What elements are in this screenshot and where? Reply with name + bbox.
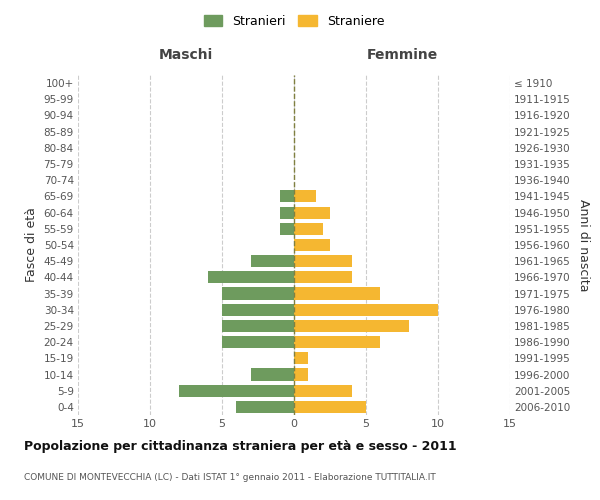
Bar <box>294 255 352 268</box>
Legend: Stranieri, Straniere: Stranieri, Straniere <box>200 11 388 32</box>
Bar <box>251 255 294 268</box>
Y-axis label: Fasce di età: Fasce di età <box>25 208 38 282</box>
Bar <box>294 222 323 235</box>
Bar <box>294 401 366 413</box>
Bar <box>294 272 352 283</box>
Bar <box>236 401 294 413</box>
Bar <box>280 190 294 202</box>
Bar <box>280 222 294 235</box>
Bar <box>294 336 380 348</box>
Bar <box>294 288 380 300</box>
Bar <box>208 272 294 283</box>
Bar <box>179 384 294 397</box>
Bar <box>294 206 330 218</box>
Text: Maschi: Maschi <box>159 48 213 62</box>
Bar <box>222 320 294 332</box>
Text: COMUNE DI MONTEVECCHIA (LC) - Dati ISTAT 1° gennaio 2011 - Elaborazione TUTTITAL: COMUNE DI MONTEVECCHIA (LC) - Dati ISTAT… <box>24 473 436 482</box>
Bar <box>222 304 294 316</box>
Bar <box>294 368 308 380</box>
Bar <box>294 320 409 332</box>
Bar <box>294 384 352 397</box>
Bar <box>222 288 294 300</box>
Bar <box>294 190 316 202</box>
Text: Femmine: Femmine <box>367 48 437 62</box>
Bar <box>251 368 294 380</box>
Bar <box>294 352 308 364</box>
Text: Popolazione per cittadinanza straniera per età e sesso - 2011: Popolazione per cittadinanza straniera p… <box>24 440 457 453</box>
Bar <box>280 206 294 218</box>
Bar <box>294 304 438 316</box>
Y-axis label: Anni di nascita: Anni di nascita <box>577 198 590 291</box>
Bar <box>222 336 294 348</box>
Bar <box>294 239 330 251</box>
